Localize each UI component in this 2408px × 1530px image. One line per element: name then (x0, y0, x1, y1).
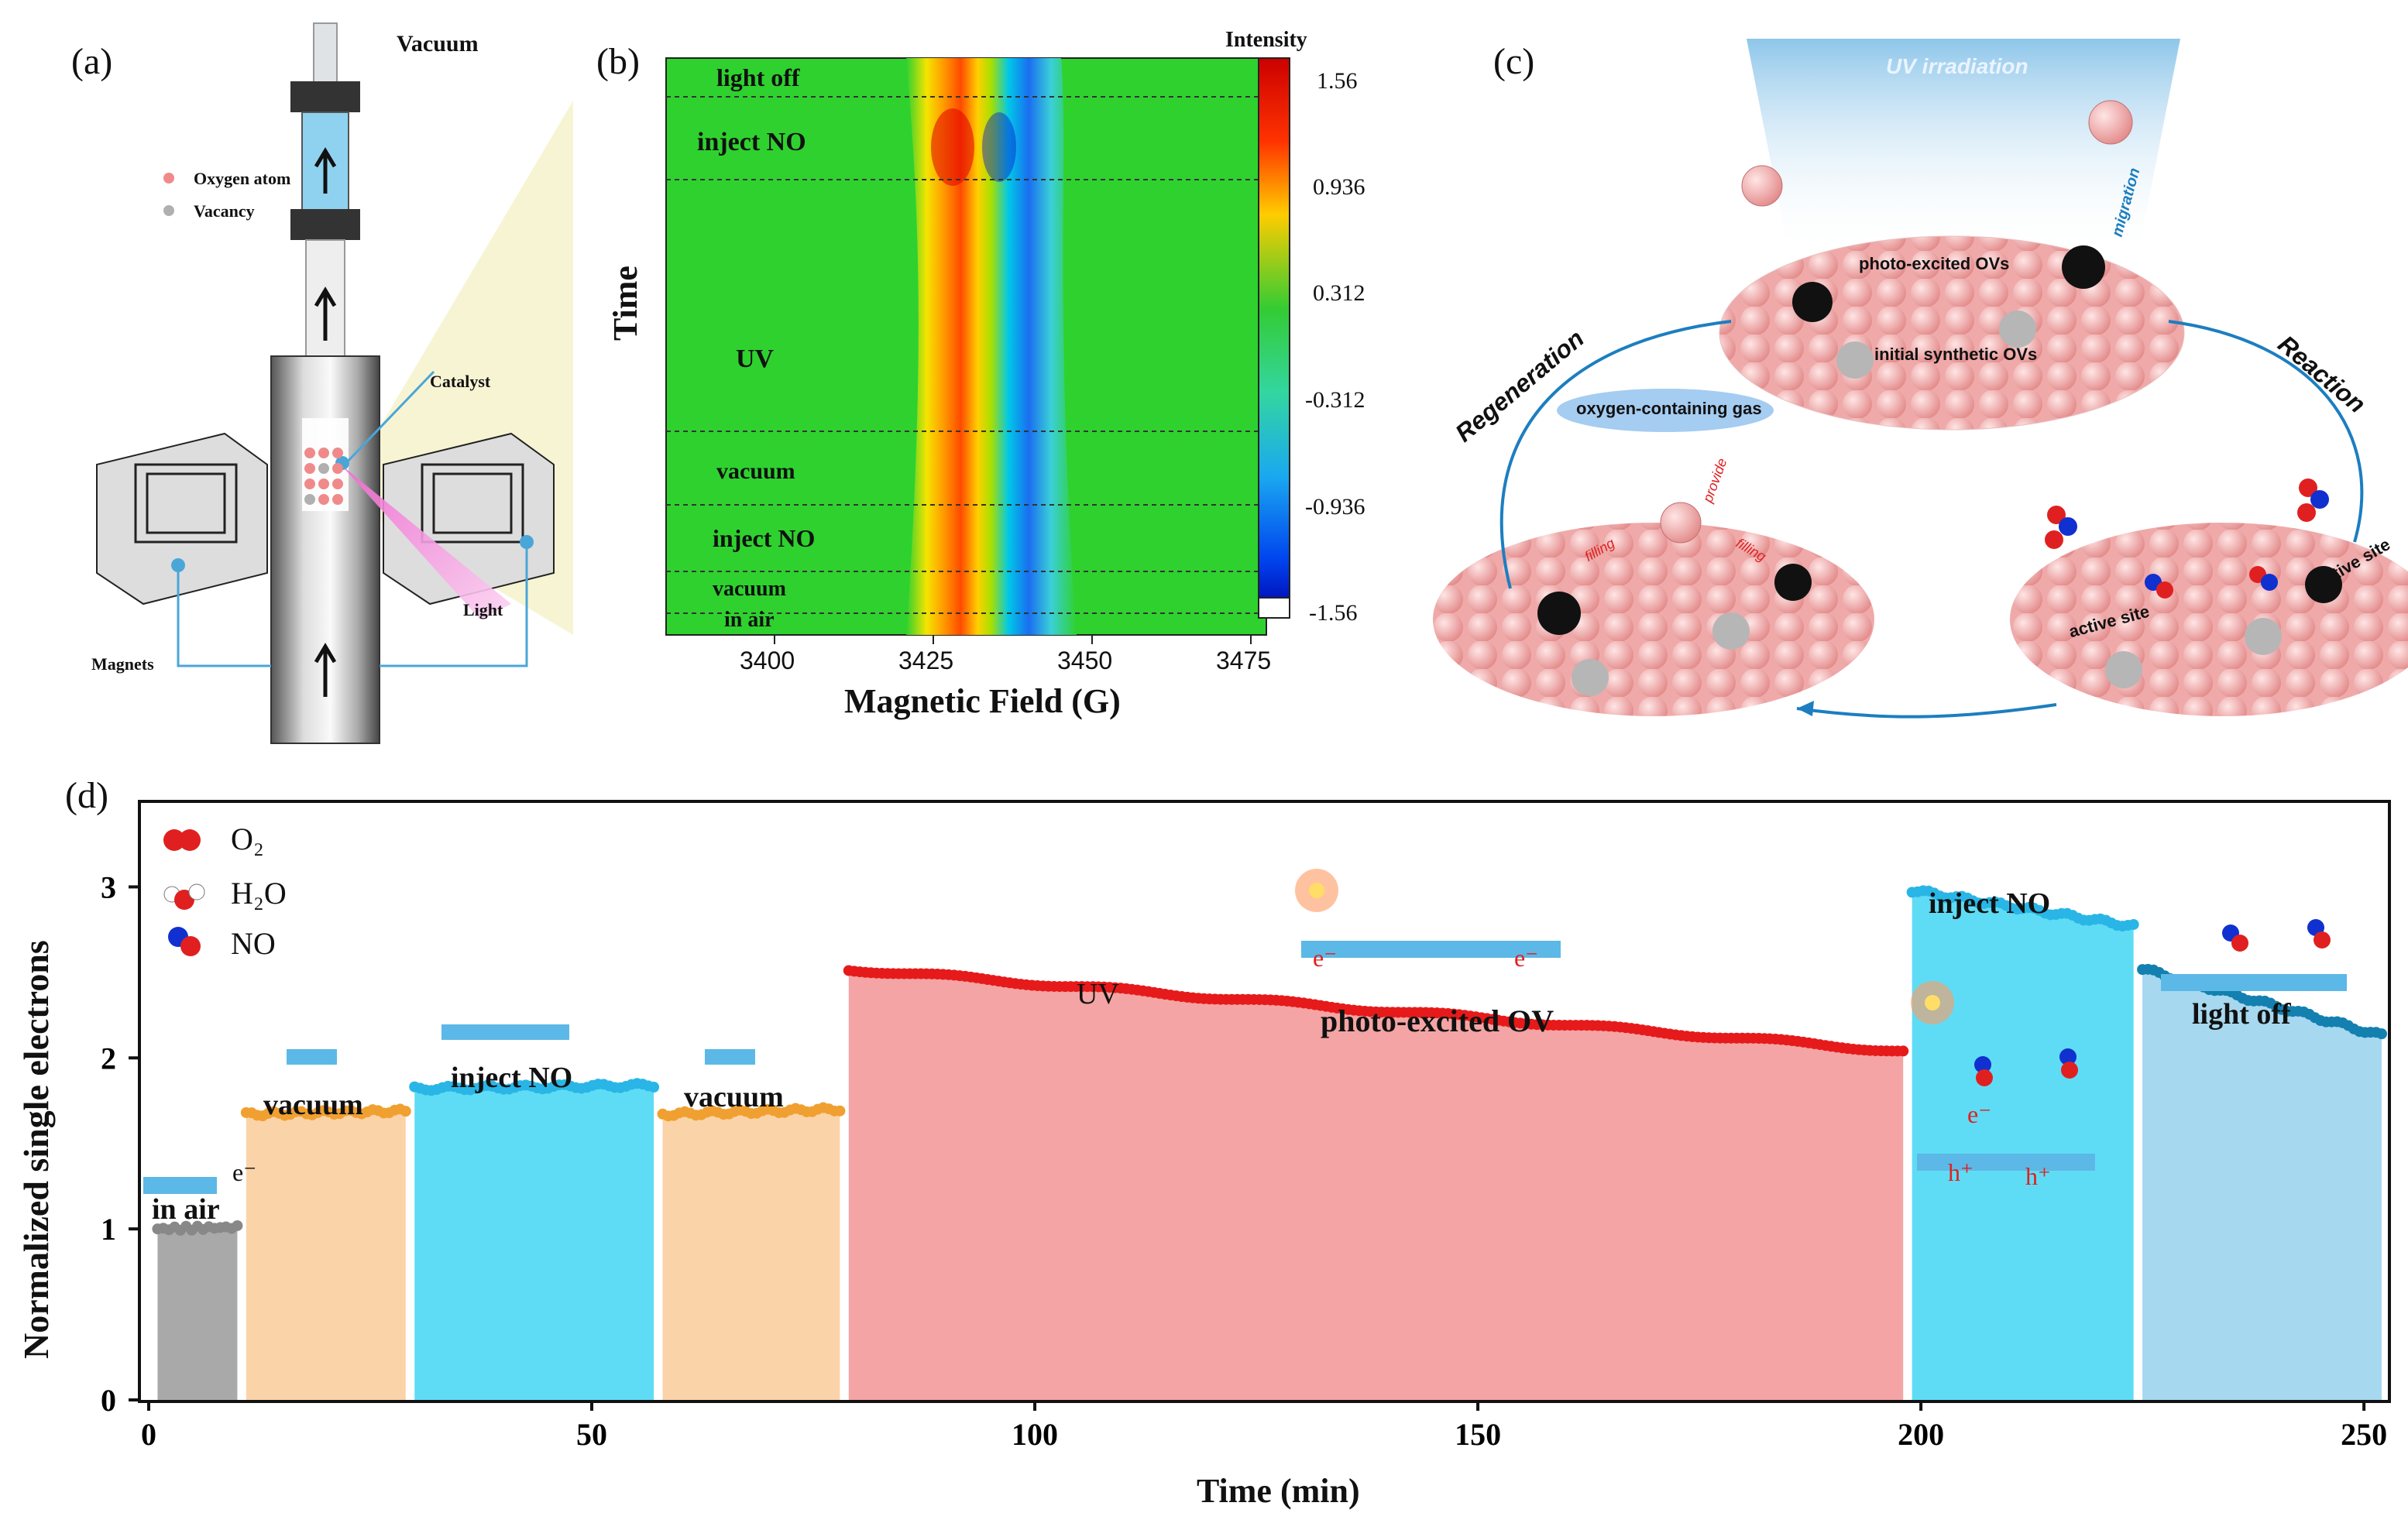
stage-area (1912, 890, 2134, 1400)
plot-frame (138, 800, 2391, 1403)
stage-label: inject NO (697, 128, 806, 156)
x-tick-label: 50 (576, 1417, 607, 1452)
heatmap-xtick: 3450 (1057, 647, 1113, 674)
electron-label: e⁻ (232, 1158, 257, 1186)
panel-label-c: (c) (1493, 41, 1535, 82)
data-points (152, 885, 2387, 1236)
y-tick-label: 3 (101, 870, 116, 904)
colorbar-tick: -1.56 (1309, 600, 1358, 626)
surface-icon (705, 1049, 755, 1065)
chart-ylabel: Normalized single electrons (16, 940, 56, 1359)
legend-no-icon (168, 927, 201, 956)
chart-xlabel: Time (min) (1197, 1472, 1360, 1510)
legend-oxygen: Oxygen atom (194, 169, 291, 188)
panel-label-a: (a) (71, 41, 113, 82)
surface-icon (441, 1024, 569, 1040)
data-point (2376, 1028, 2387, 1040)
legend-h2o-label: H₂O (231, 876, 287, 911)
stage-label-light-off: light off (2192, 998, 2291, 1031)
photo-excited-label: photo-excited OVs (1859, 254, 2010, 273)
surface-icon (2161, 974, 2347, 991)
heatmap-xlabel: Magnetic Field (G) (844, 682, 1121, 720)
stage-area (848, 970, 1904, 1400)
colorbar-tick: 0.936 (1313, 174, 1365, 200)
legend-o2-label: O₂ (231, 822, 264, 856)
hole-label: h⁺ (2025, 1162, 2051, 1190)
x-tick-label: 150 (1455, 1417, 1501, 1452)
panel-label-d: (d) (65, 775, 108, 816)
legend-h2o-icon (163, 883, 205, 910)
data-point (400, 1106, 411, 1117)
heatmap-xtick: 3475 (1216, 647, 1272, 674)
electron-label: e⁻ (1313, 944, 1338, 972)
stage-area (157, 1225, 238, 1400)
stage-area (246, 1109, 406, 1400)
light-label: Light (463, 600, 503, 619)
surface-icon (1301, 941, 1561, 958)
surface-icon (143, 1177, 217, 1194)
initial-ov-label: initial synthetic OVs (1874, 345, 2038, 364)
stage-area (2142, 969, 2382, 1400)
axes: 0 50 100 150 200 250 0 1 2 3 (101, 870, 2387, 1452)
y-tick-label: 2 (101, 1041, 116, 1075)
stage-fills (157, 890, 2382, 1400)
uv-irradiation-label: UV irradiation (1886, 54, 2028, 78)
surface-icon (287, 1049, 337, 1065)
stage-label-vacuum: vacuum (263, 1089, 363, 1121)
stage-label-vacuum: vacuum (684, 1081, 784, 1113)
data-point (648, 1082, 660, 1093)
data-point (2128, 918, 2139, 930)
x-tick-label: 100 (1012, 1417, 1058, 1452)
x-tick-label: 0 (141, 1417, 156, 1452)
gas-label: oxygen-containing gas (1576, 399, 1762, 418)
magnets-label: Magnets (91, 654, 154, 674)
stage-label: vacuum (716, 458, 795, 484)
stage-label: inject NO (713, 524, 816, 552)
colorbar-tick: -0.936 (1305, 494, 1365, 520)
colorbar-tick: -0.312 (1305, 387, 1365, 413)
hole-label: h⁺ (1948, 1158, 1973, 1186)
legend-o2-icon (163, 829, 201, 851)
stage-label: vacuum (713, 577, 786, 601)
catalyst-label: Catalyst (430, 372, 491, 391)
stage-area (414, 1083, 654, 1400)
stage-label-inject-no: inject NO (451, 1062, 573, 1094)
adsorbed-no-icon (1974, 919, 2331, 1086)
legend-vacancy: Vacancy (194, 201, 255, 221)
colorbar-tick: 0.312 (1313, 280, 1365, 306)
heatmap-xtick: 3400 (740, 647, 795, 674)
x-tick-label: 250 (2341, 1417, 2387, 1452)
x-tick-label: 200 (1898, 1417, 1944, 1452)
stage-label: light off (716, 63, 800, 91)
y-tick-label: 0 (101, 1383, 116, 1418)
stage-label-inject-no: inject NO (1929, 887, 2051, 920)
y-tick-label: 1 (101, 1212, 116, 1247)
heatmap-xtick: 3425 (898, 647, 954, 674)
electron-label: e⁻ (1514, 944, 1539, 972)
photo-excited-ov-label: photo-excited OV (1321, 1003, 1554, 1038)
colorbar-tick: 1.56 (1317, 68, 1358, 94)
panel-label-b: (b) (596, 41, 640, 82)
data-point (834, 1105, 846, 1117)
stage-label: UV (736, 345, 775, 373)
data-point (1898, 1045, 1909, 1057)
stage-label: in air (724, 608, 775, 632)
legend-no-label: NO (231, 926, 276, 961)
electron-label: e⁻ (1967, 1100, 1992, 1128)
stage-area (662, 1107, 840, 1400)
colorbar-title: Intensity (1225, 28, 1307, 52)
stage-label-in-air: in air (152, 1193, 220, 1226)
data-point (232, 1220, 243, 1231)
vacuum-label: Vacuum (397, 31, 479, 57)
stage-label-uv: UV (1077, 978, 1119, 1010)
surface-icon (1917, 1154, 2095, 1171)
